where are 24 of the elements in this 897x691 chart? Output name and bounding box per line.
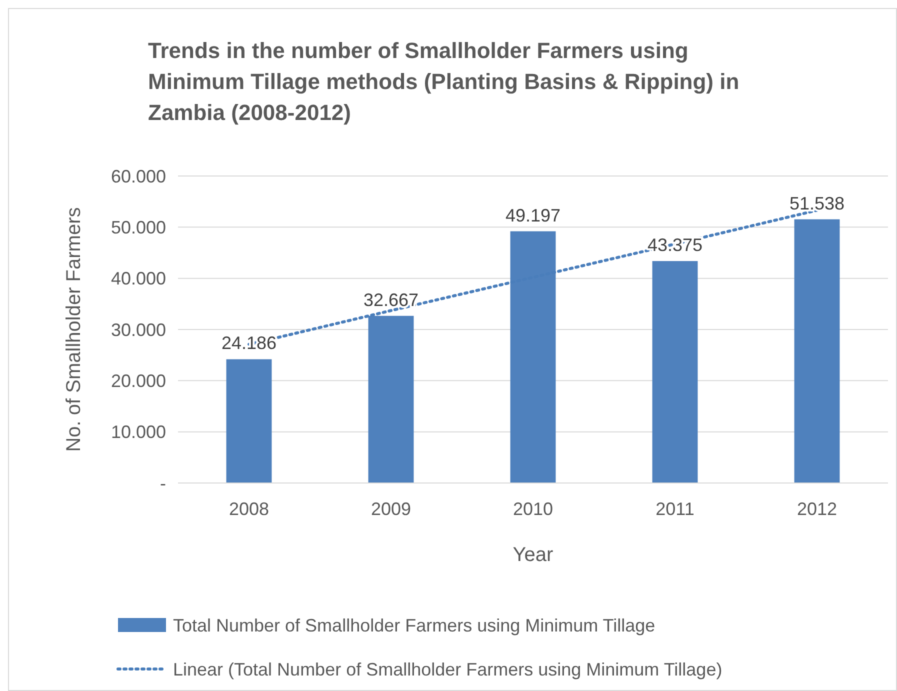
chart-title: Trends in the number of Smallholder Farmers using Minimum Tillage methods (Planting Basins & Ripping) in Zambia (2008-2012): [148, 38, 740, 125]
y-axis-title: No. of Smallholder Farmers: [63, 207, 85, 452]
data-label: 24.186: [221, 333, 277, 354]
data-label: 32.667: [363, 290, 419, 310]
legend-label: Total Number of Smallholder Farmers using Minimum Tillage: [173, 615, 656, 636]
y-tick-label: 10.000: [110, 422, 166, 442]
y-tick-label: 50.000: [110, 217, 166, 238]
y-tick-label: -: [160, 473, 166, 494]
y-tick-label: 30.000: [110, 320, 166, 340]
x-axis-title: Year: [512, 544, 554, 566]
bar: [794, 219, 840, 483]
x-tick-label: 2008: [228, 499, 270, 519]
x-tick-label: 2010: [512, 499, 554, 519]
bar: [652, 261, 698, 483]
x-tick-label: 2011: [656, 499, 694, 519]
y-tick-label: 60.000: [110, 166, 166, 186]
y-tick-label: 20.000: [110, 370, 166, 391]
bar: [226, 359, 272, 483]
x-tick-label: 2009: [370, 499, 412, 519]
y-tick-label: 40.000: [110, 268, 166, 289]
x-tick-label: 2012: [796, 499, 838, 519]
data-label: 49.197: [505, 205, 561, 226]
data-label: 51.538: [789, 193, 845, 214]
legend-label: Linear (Total Number of Smallholder Farmers using Minimum Tillage): [173, 659, 722, 680]
